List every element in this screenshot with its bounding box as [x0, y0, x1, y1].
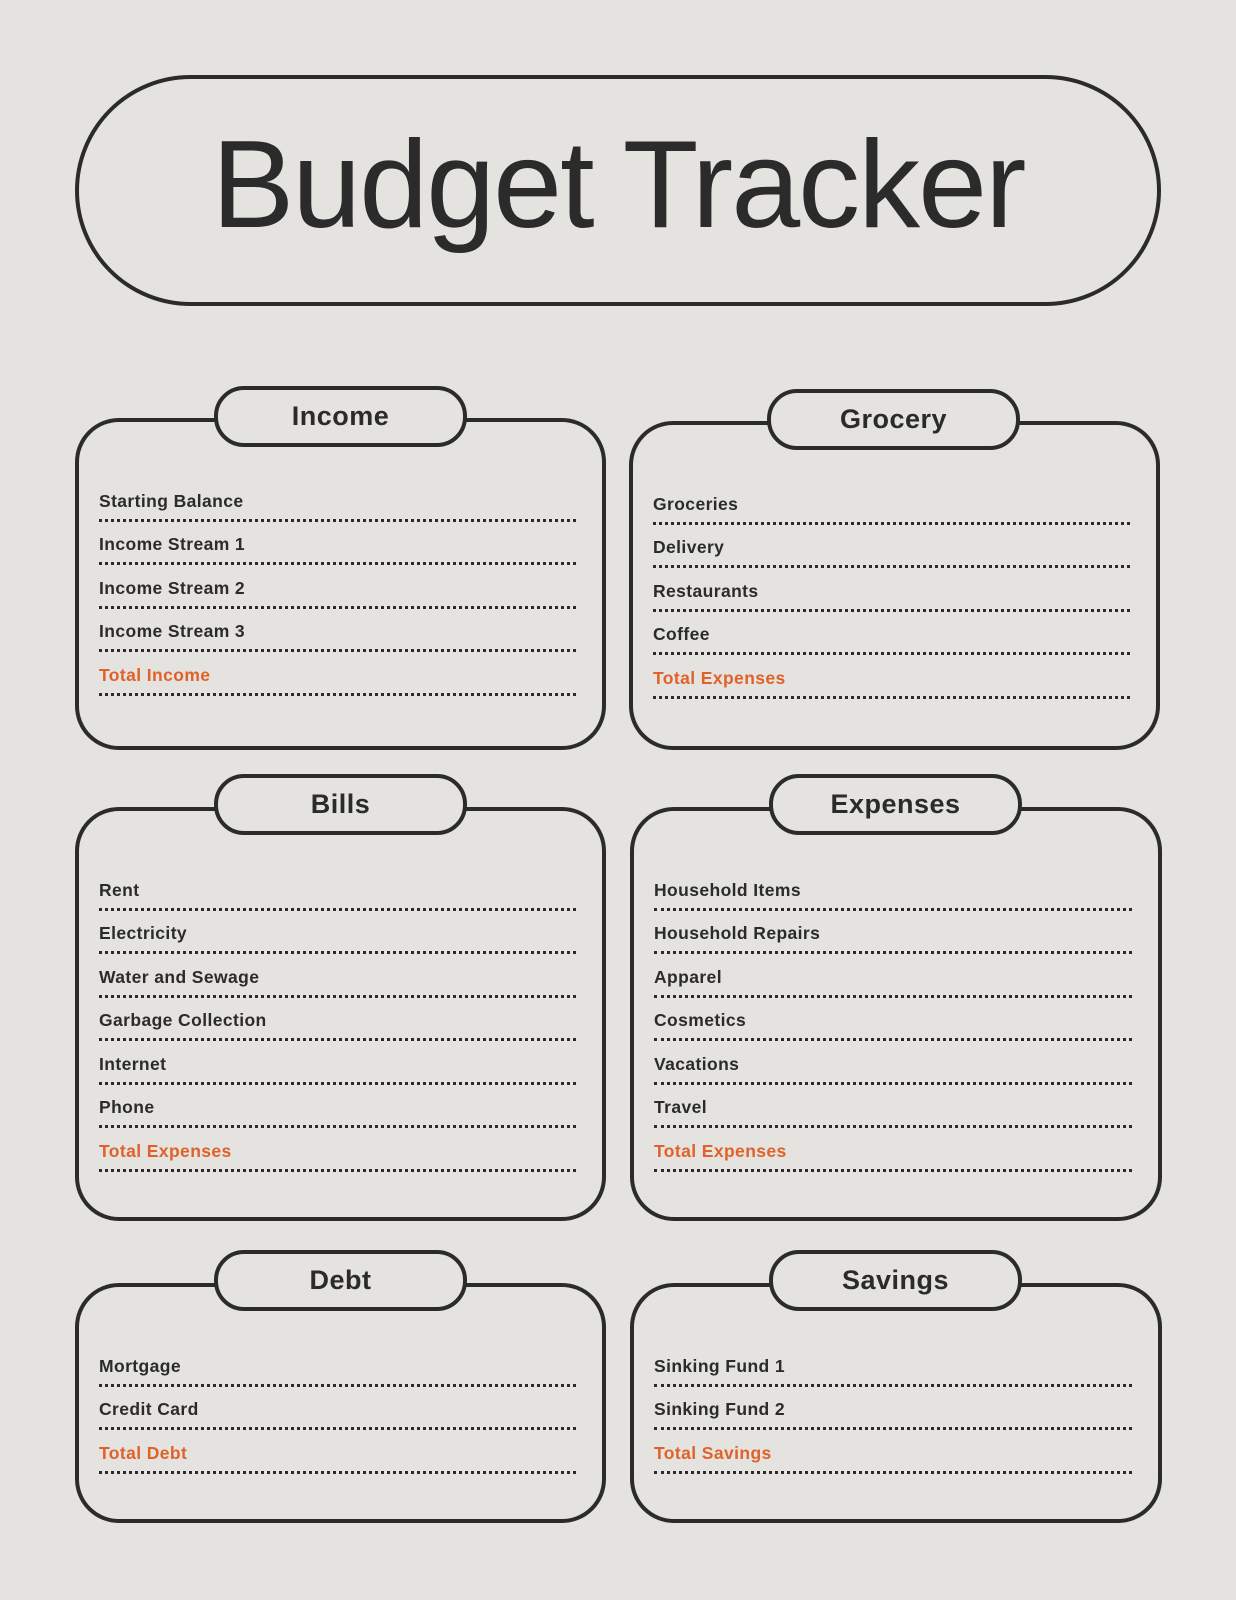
- item-label: Coffee: [653, 624, 710, 644]
- line-item[interactable]: Delivery: [653, 525, 1130, 568]
- line-item[interactable]: Vacations: [654, 1041, 1132, 1085]
- bills-rows: Rent Electricity Water and Sewage Garbage C…: [99, 867, 576, 1172]
- line-item[interactable]: Restaurants: [653, 568, 1130, 612]
- item-label: Income Stream 3: [99, 621, 246, 641]
- line-item[interactable]: Coffee: [653, 612, 1130, 655]
- item-label: Electricity: [99, 923, 188, 943]
- title-banner: Budget Tracker: [75, 75, 1161, 306]
- item-label: Credit Card: [99, 1399, 199, 1419]
- line-item[interactable]: Income Stream 1: [99, 522, 576, 565]
- total-label: Total Debt: [99, 1442, 188, 1463]
- income-rows: Starting Balance Income Stream 1 Income St…: [99, 478, 576, 696]
- line-item[interactable]: Starting Balance: [99, 478, 576, 522]
- bills-section: Rent Electricity Water and Sewage Garbage C…: [75, 807, 606, 1221]
- line-item[interactable]: Apparel: [654, 954, 1132, 998]
- item-label: Vacations: [654, 1053, 740, 1074]
- section-heading: Grocery: [839, 404, 948, 434]
- grocery-section: Groceries Delivery Restaurants Coffee Total …: [629, 421, 1160, 750]
- savings-section: Sinking Fund 1 Sinking Fund 2 Total Saving…: [630, 1283, 1162, 1523]
- line-item[interactable]: Water and Sewage: [99, 954, 576, 998]
- bills-heading-tab: Bills: [214, 774, 467, 835]
- line-item[interactable]: Sinking Fund 1: [654, 1343, 1132, 1387]
- grocery-heading-tab: Grocery: [767, 389, 1020, 450]
- item-label: Rent: [99, 879, 140, 900]
- line-item[interactable]: Travel: [654, 1085, 1132, 1128]
- item-label: Water and Sewage: [99, 966, 260, 987]
- total-row[interactable]: Total Savings: [654, 1430, 1132, 1474]
- line-item[interactable]: Household Items: [654, 867, 1132, 911]
- item-label: Garbage Collection: [99, 1010, 267, 1030]
- expenses-section: Household Items Household Repairs Apparel C…: [630, 807, 1162, 1221]
- line-item[interactable]: Cosmetics: [654, 998, 1132, 1041]
- savings-rows: Sinking Fund 1 Sinking Fund 2 Total Saving…: [654, 1343, 1132, 1474]
- total-row[interactable]: Total Income: [99, 652, 576, 696]
- expenses-rows: Household Items Household Repairs Apparel C…: [654, 867, 1132, 1172]
- line-item[interactable]: Income Stream 2: [99, 565, 576, 609]
- item-label: Phone: [99, 1097, 155, 1117]
- total-row[interactable]: Total Expenses: [99, 1128, 576, 1172]
- section-heading: Income: [291, 401, 390, 431]
- section-heading: Debt: [309, 1265, 372, 1295]
- item-label: Income Stream 2: [99, 577, 246, 598]
- total-row[interactable]: Total Expenses: [653, 655, 1130, 699]
- line-item[interactable]: Mortgage: [99, 1343, 576, 1387]
- line-item[interactable]: Credit Card: [99, 1387, 576, 1430]
- income-heading-tab: Income: [214, 386, 467, 447]
- debt-section: Mortgage Credit Card Total Debt: [75, 1283, 606, 1523]
- item-label: Household Items: [654, 879, 801, 900]
- line-item[interactable]: Groceries: [653, 481, 1130, 525]
- item-label: Groceries: [653, 493, 739, 514]
- section-heading: Savings: [841, 1265, 950, 1295]
- income-section: Starting Balance Income Stream 1 Income St…: [75, 418, 606, 750]
- line-item[interactable]: Household Repairs: [654, 911, 1132, 954]
- item-label: Mortgage: [99, 1355, 181, 1376]
- item-label: Sinking Fund 2: [654, 1399, 786, 1419]
- item-label: Household Repairs: [654, 923, 821, 943]
- item-label: Restaurants: [653, 580, 759, 601]
- item-label: Apparel: [654, 966, 722, 987]
- section-heading: Bills: [310, 789, 371, 819]
- line-item[interactable]: Sinking Fund 2: [654, 1387, 1132, 1430]
- debt-rows: Mortgage Credit Card Total Debt: [99, 1343, 576, 1474]
- total-row[interactable]: Total Expenses: [654, 1128, 1132, 1172]
- total-label: Total Expenses: [654, 1140, 787, 1161]
- line-item[interactable]: Internet: [99, 1041, 576, 1085]
- item-label: Travel: [654, 1097, 707, 1117]
- item-label: Delivery: [653, 537, 725, 557]
- grocery-rows: Groceries Delivery Restaurants Coffee Total …: [653, 481, 1130, 699]
- item-label: Sinking Fund 1: [654, 1355, 786, 1376]
- total-row[interactable]: Total Debt: [99, 1430, 576, 1474]
- total-label: Total Savings: [654, 1442, 772, 1463]
- page-title: Budget Tracker: [211, 115, 1027, 254]
- total-label: Total Expenses: [99, 1140, 232, 1161]
- section-heading: Expenses: [830, 789, 961, 819]
- line-item[interactable]: Rent: [99, 867, 576, 911]
- line-item[interactable]: Income Stream 3: [99, 609, 576, 652]
- item-label: Internet: [99, 1053, 167, 1074]
- item-label: Income Stream 1: [99, 534, 246, 554]
- expenses-heading-tab: Expenses: [769, 774, 1022, 835]
- line-item[interactable]: Garbage Collection: [99, 998, 576, 1041]
- debt-heading-tab: Debt: [214, 1250, 467, 1311]
- line-item[interactable]: Electricity: [99, 911, 576, 954]
- total-label: Total Income: [99, 664, 211, 685]
- line-item[interactable]: Phone: [99, 1085, 576, 1128]
- total-label: Total Expenses: [653, 667, 786, 688]
- savings-heading-tab: Savings: [769, 1250, 1022, 1311]
- item-label: Starting Balance: [99, 490, 244, 511]
- item-label: Cosmetics: [654, 1010, 747, 1030]
